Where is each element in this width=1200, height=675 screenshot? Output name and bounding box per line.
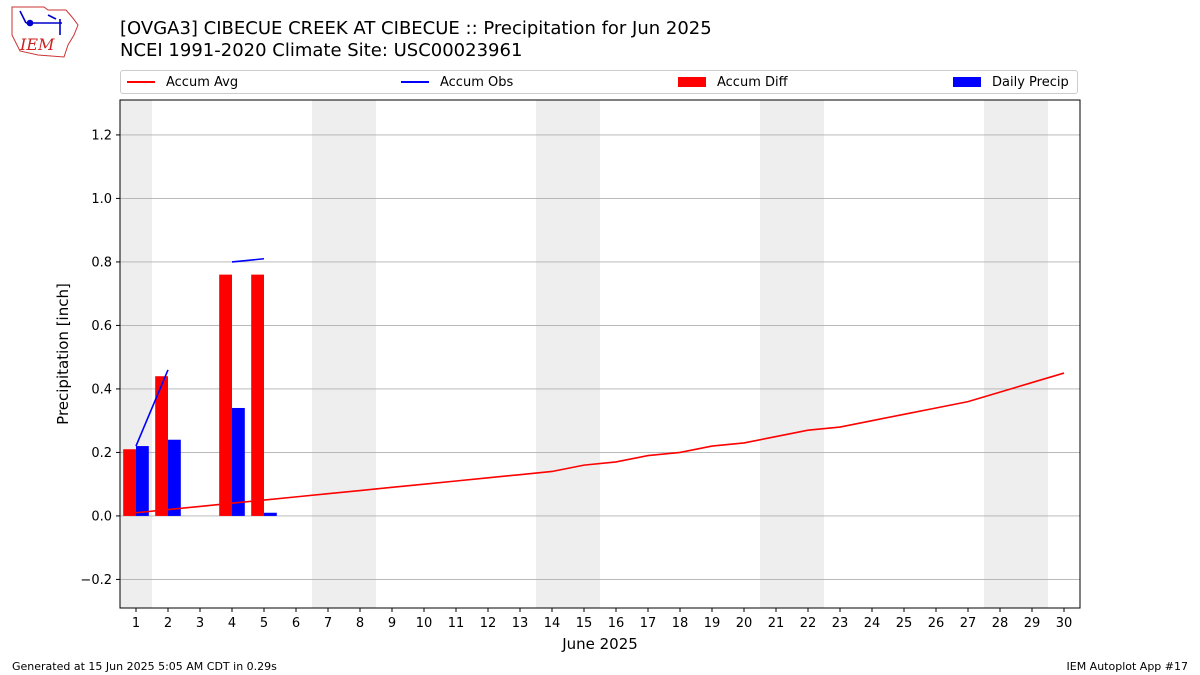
accum-avg-line [135,372,1065,514]
daily-precip-bar-day-5 [264,512,277,516]
daily-precip-bar-day-4 [232,407,245,516]
y-tick-label: 0.6 [91,319,112,334]
x-tick-label: 19 [704,616,721,631]
x-tick-label: 21 [768,616,785,631]
legend-label-accum-diff: Accum Diff [717,74,788,90]
x-tick-label: 28 [992,616,1009,631]
x-tick-label: 1 [132,616,140,631]
x-tick-label: 14 [544,616,561,631]
plot-area [123,257,1065,516]
x-tick-label: 2 [164,616,172,631]
legend-item-daily-precip: Daily Precip [953,71,1069,93]
legend-swatch-accum-obs [401,81,429,83]
accum-diff-bar-day-2 [155,376,168,516]
legend-swatch-daily-precip [953,77,981,87]
logo-text: IEM [19,35,55,54]
chart-subtitle: NCEI 1991-2020 Climate Site: USC00023961 [120,40,523,61]
x-tick-label: 29 [1024,616,1041,631]
accum-diff-bar-day-5 [251,274,264,516]
weekend-shade-2 [536,100,600,608]
weekend-shade-3 [760,100,824,608]
x-tick-label: 18 [672,616,689,631]
x-axis-title: June 2025 [561,635,638,653]
y-tick-label: 1.0 [91,192,112,207]
x-tick-label: 10 [416,616,433,631]
weekend-shade-0 [120,100,152,608]
legend-item-accum-obs: Accum Obs [401,71,513,93]
x-tick-label: 8 [356,616,364,631]
x-tick-label: 25 [896,616,913,631]
x-tick-label: 4 [228,616,236,631]
x-tick-label: 27 [960,616,977,631]
app-credit: IEM Autoplot App #17 [1066,660,1189,673]
x-tick-label: 12 [480,616,497,631]
y-axis-title: Precipitation [inch] [54,283,72,425]
x-tick-label: 17 [640,616,657,631]
legend-label-daily-precip: Daily Precip [992,74,1069,90]
legend-label-accum-avg: Accum Avg [166,74,239,90]
x-tick-label: 11 [448,616,465,631]
y-tick-label: −0.2 [80,573,112,588]
weekend-shade-1 [312,100,376,608]
x-tick-label: 16 [608,616,625,631]
plot-frame [119,99,1081,609]
y-tick-label: 0.0 [91,509,112,524]
weekend-shade-4 [984,100,1048,608]
x-tick-label: 22 [800,616,817,631]
daily-precip-bar-day-1 [136,446,149,516]
x-tick-label: 20 [736,616,753,631]
x-tick-label: 7 [324,616,332,631]
accum-diff-bar-day-1 [123,449,136,516]
y-tick-label: 0.4 [91,382,112,397]
legend-item-accum-avg: Accum Avg [127,71,238,93]
legend-label-accum-obs: Accum Obs [440,74,514,90]
daily-precip-bar-day-2 [168,439,181,516]
y-tick-label: 0.8 [91,255,112,270]
x-tick-label: 26 [928,616,945,631]
accum-diff-bar-day-4 [219,274,232,516]
x-tick-label: 6 [292,616,300,631]
chart-title: [OVGA3] CIBECUE CREEK AT CIBECUE :: Prec… [120,18,712,39]
accum-obs-line-segment-1 [231,257,265,263]
generated-timestamp: Generated at 15 Jun 2025 5:05 AM CDT in … [12,660,277,673]
x-tick-label: 23 [832,616,849,631]
x-tick-label: 3 [196,616,204,631]
iem-logo: IEM [11,6,79,58]
accum-obs-line-segment-0 [135,369,169,447]
x-tick-label: 9 [388,616,396,631]
chart-legend: Accum Avg Accum Obs Accum Diff Daily Pre… [120,70,1078,94]
x-tick-label: 15 [576,616,593,631]
y-tick-label: 1.2 [91,128,112,143]
legend-item-accum-diff: Accum Diff [678,71,788,93]
x-tick-label: 5 [260,616,268,631]
legend-swatch-accum-avg [127,81,155,83]
y-tick-label: 0.2 [91,446,112,461]
legend-swatch-accum-diff [678,77,706,87]
x-tick-label: 13 [512,616,529,631]
x-tick-label: 30 [1056,616,1073,631]
x-tick-label: 24 [864,616,881,631]
